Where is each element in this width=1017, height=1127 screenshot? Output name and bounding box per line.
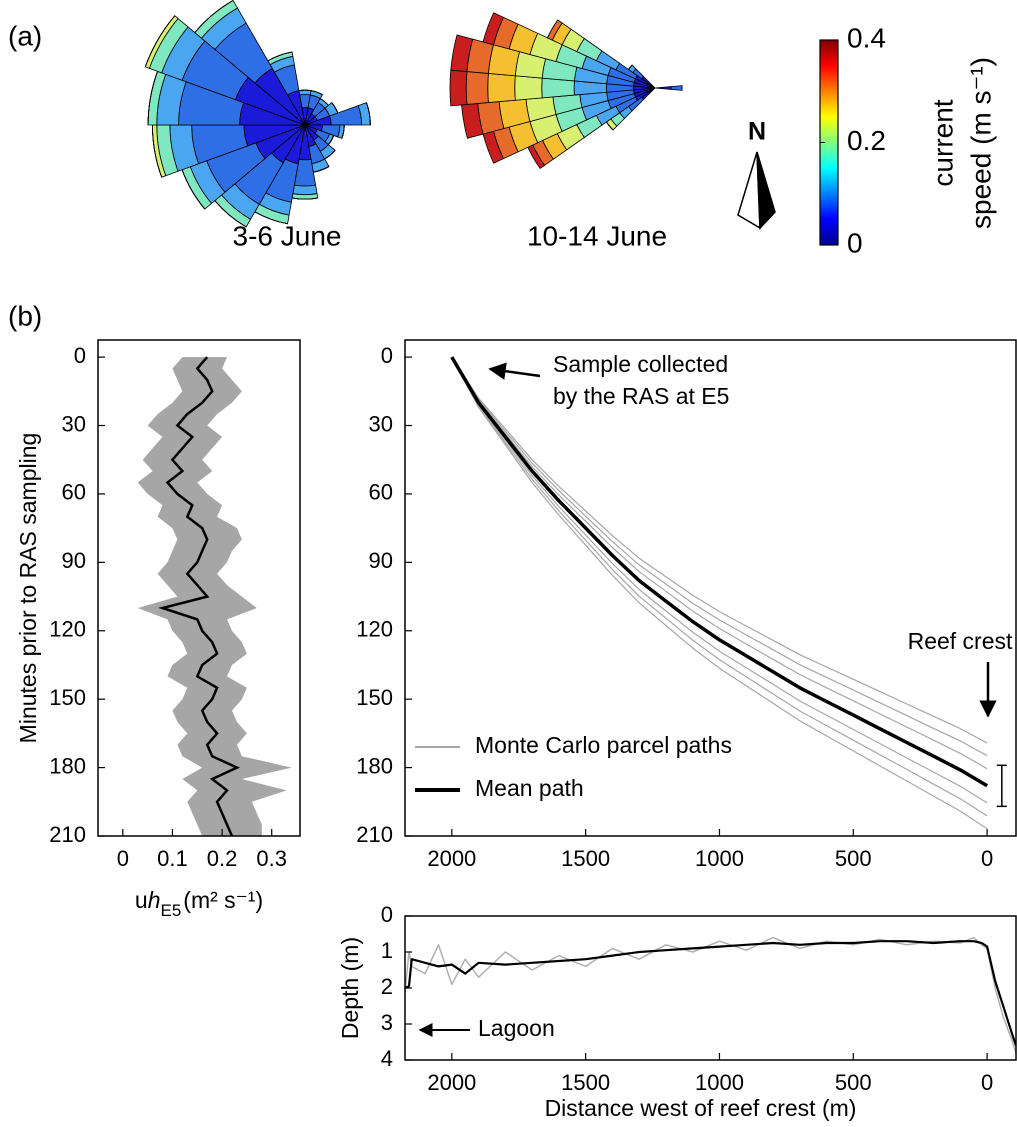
y-tick-label: 0 xyxy=(74,343,86,368)
rose-wedge xyxy=(487,72,516,104)
y-tick-label: 3 xyxy=(381,1010,393,1035)
colorbar-tick-label: 0.2 xyxy=(847,125,886,156)
y-tick-label: 210 xyxy=(356,822,393,847)
y-tick-label: 210 xyxy=(49,822,86,847)
legend-label: Mean path xyxy=(475,775,584,801)
rose-wedge xyxy=(628,64,633,70)
annotation: Lagoon xyxy=(478,1015,555,1041)
rose-wedge xyxy=(341,124,345,139)
x-axis-label-part: (m² s⁻¹) xyxy=(183,887,263,913)
rose-wedge xyxy=(366,102,371,126)
rose-wedge xyxy=(547,19,559,39)
y-tick-label: 0 xyxy=(381,343,393,368)
data-line xyxy=(451,356,988,744)
x-axis-label: uhE5(m² s⁻¹) xyxy=(135,887,263,920)
y-tick-label: 180 xyxy=(49,753,86,778)
x-tick-label: 1000 xyxy=(695,846,744,871)
colorbar-tick-label: 0 xyxy=(847,227,863,258)
rose-title: 10-14 June xyxy=(527,220,667,251)
rose-wedge xyxy=(670,85,683,91)
colorbar-label: speed (m s⁻¹) xyxy=(965,57,996,229)
y-tick-label: 4 xyxy=(381,1046,393,1071)
rose-wedge xyxy=(465,71,489,105)
mean-line xyxy=(158,356,240,837)
x-tick-label: 1500 xyxy=(561,1070,610,1095)
x-axis-label-part: u xyxy=(135,887,148,913)
rose-wedge xyxy=(541,77,575,99)
rose-wedge xyxy=(298,89,312,96)
y-tick-label: 30 xyxy=(62,411,86,436)
data-line xyxy=(451,356,988,770)
arrow xyxy=(488,362,541,380)
x-axis-label-part: h xyxy=(148,887,161,913)
data-line xyxy=(451,356,988,757)
x-axis-label-part: E5 xyxy=(160,901,181,920)
data-line xyxy=(451,356,988,817)
x-tick-label: 500 xyxy=(835,1070,872,1095)
y-tick-label: 90 xyxy=(62,548,86,573)
x-tick-label: 0 xyxy=(117,846,129,871)
panel-label: (a) xyxy=(8,20,42,51)
rose-wedge xyxy=(194,0,234,33)
y-tick-label: 60 xyxy=(62,480,86,505)
rose-title: 3-6 June xyxy=(233,220,342,251)
x-axis-label: Distance west of reef crest (m) xyxy=(545,1095,857,1121)
y-tick-label: 1 xyxy=(381,938,393,963)
y-axis-label: Minutes prior to RAS sampling xyxy=(15,433,41,744)
annotation: Reef crest xyxy=(908,628,1013,654)
y-tick-label: 180 xyxy=(356,753,393,778)
x-tick-label: 0 xyxy=(981,1070,993,1095)
y-tick-label: 120 xyxy=(356,617,393,642)
y-tick-label: 150 xyxy=(49,685,86,710)
rose-wedge xyxy=(482,12,504,46)
colorbar-label: current xyxy=(927,99,958,186)
x-tick-label: 1500 xyxy=(561,846,610,871)
x-tick-label: 0.2 xyxy=(207,846,238,871)
x-tick-label: 2000 xyxy=(427,1070,476,1095)
data-line xyxy=(451,356,988,830)
y-tick-label: 150 xyxy=(356,685,393,710)
rose-wedge xyxy=(144,15,176,67)
north-label: N xyxy=(748,118,766,146)
colorbar-tick-label: 0.4 xyxy=(847,22,886,53)
rose-wedge xyxy=(292,184,318,196)
annotation: Sample collected xyxy=(553,351,728,377)
data-line xyxy=(450,356,988,788)
annotation: by the RAS at E5 xyxy=(553,383,729,409)
rose-wedge xyxy=(450,34,474,72)
uncertainty-band xyxy=(137,357,292,836)
rose-wedge xyxy=(267,51,293,62)
x-tick-label: 0.1 xyxy=(157,846,188,871)
y-tick-label: 90 xyxy=(369,548,393,573)
y-tick-label: 2 xyxy=(381,974,393,999)
legend-label: Monte Carlo parcel paths xyxy=(475,732,732,758)
y-tick-label: 60 xyxy=(369,480,393,505)
x-tick-label: 1000 xyxy=(695,1070,744,1095)
x-tick-label: 0.3 xyxy=(256,846,287,871)
x-tick-label: 500 xyxy=(835,846,872,871)
y-tick-label: 0 xyxy=(381,902,393,927)
x-tick-label: 0 xyxy=(981,846,993,871)
rose-wedge xyxy=(449,69,468,107)
plot-frame xyxy=(404,339,1017,837)
rose-wedge xyxy=(654,86,672,90)
rose-wedge xyxy=(310,90,323,96)
plot-frame xyxy=(97,339,301,837)
y-axis-label: Depth (m) xyxy=(337,937,363,1039)
data-line xyxy=(451,356,988,804)
panel-label: (b) xyxy=(8,300,42,331)
north-arrow xyxy=(756,151,776,230)
y-tick-label: 120 xyxy=(49,617,86,642)
x-tick-label: 2000 xyxy=(427,846,476,871)
data-line xyxy=(405,940,1016,1046)
rose-wedge xyxy=(514,75,543,101)
y-tick-label: 30 xyxy=(369,411,393,436)
